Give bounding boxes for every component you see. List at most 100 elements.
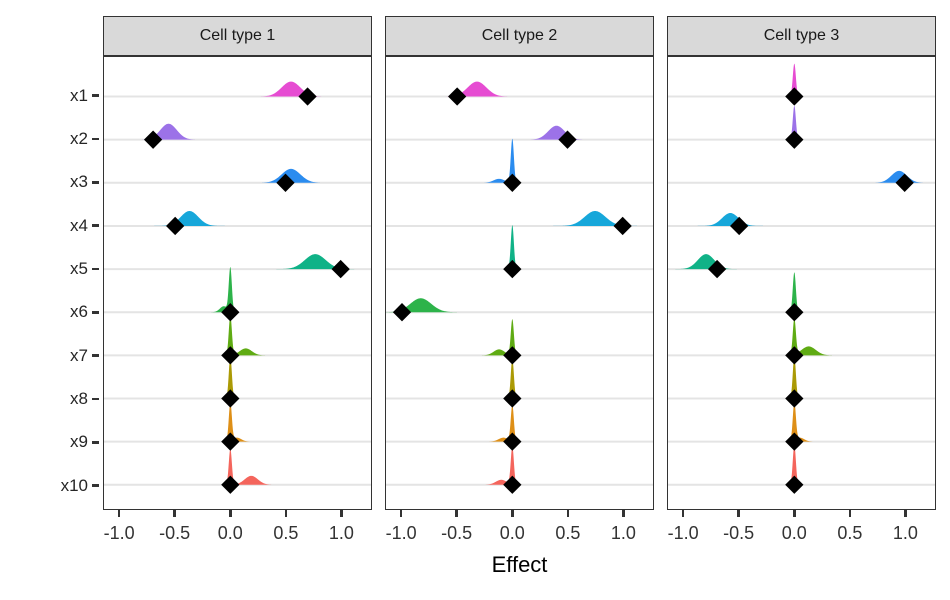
x-tick-label: 0.0: [781, 523, 807, 543]
x-axis-title: Effect: [491, 552, 548, 577]
density-curve-x7: [221, 315, 271, 356]
density-curve-x3: [477, 138, 522, 183]
x-tick-label: 0.5: [273, 523, 299, 543]
point-diamond-x1: [448, 87, 467, 106]
x-tick-mark: [793, 510, 796, 517]
x-tick-mark: [173, 510, 176, 517]
point-diamond-x5: [707, 259, 727, 279]
density-curve-x4: [154, 211, 225, 226]
point-diamond-x10: [785, 475, 804, 494]
point-diamond-x7: [221, 346, 240, 365]
y-tick-mark: [92, 354, 99, 357]
density-curve-x5: [506, 225, 519, 270]
x-tick-label: 1.0: [610, 523, 636, 543]
point-diamond-x2: [558, 130, 577, 149]
density-curve-x6: [788, 272, 801, 313]
point-diamond-x8: [503, 389, 522, 408]
x-tick-mark: [117, 510, 121, 517]
x-tick-mark: [284, 510, 288, 517]
x-tick-label: -1.0: [667, 523, 699, 543]
panel-canvas: [668, 63, 935, 494]
point-diamond-x4: [613, 216, 632, 236]
y-axis-label-x8: x8: [70, 389, 88, 408]
plot-panel-cell-type-3: [667, 56, 936, 510]
density-curve-x9: [782, 401, 818, 442]
y-tick-mark: [92, 484, 99, 487]
y-tick-mark: [92, 137, 99, 141]
density-curve-x1: [788, 63, 801, 97]
point-diamond-x8: [785, 389, 804, 408]
x-tick-mark: [511, 510, 514, 517]
x-tick-mark: [681, 510, 685, 517]
x-tick-label: 1.0: [328, 523, 354, 543]
density-curve-x7: [477, 319, 522, 356]
y-tick-mark: [92, 311, 99, 314]
x-tick-label: 0.0: [499, 523, 525, 543]
density-curve-x9: [219, 402, 255, 442]
density-curve-x1: [253, 81, 329, 97]
density-curve-x2: [788, 105, 801, 140]
facet-strip-label: Cell type 3: [763, 27, 840, 44]
x-tick-label: 0.0: [217, 523, 243, 543]
density-curve-x3: [253, 168, 329, 183]
x-tick-label: -1.0: [385, 523, 417, 543]
x-tick-mark: [848, 510, 852, 517]
x-tick-label: 0.5: [555, 523, 581, 543]
y-axis-label-x1: x1: [70, 85, 88, 105]
facet-strip-label: Cell type 1: [199, 27, 276, 44]
point-diamond-x2: [143, 130, 163, 149]
density-curve-x1: [439, 81, 515, 97]
y-axis-label-x9: x9: [70, 432, 88, 452]
density-curve-x5: [273, 254, 358, 270]
y-tick-mark: [92, 181, 99, 184]
y-axis-label-x3: x3: [70, 172, 88, 192]
x-tick-label: -0.5: [441, 523, 473, 543]
density-curve-x6: [208, 267, 240, 313]
y-tick-mark: [92, 267, 99, 271]
y-axis-label-x2: x2: [70, 129, 88, 149]
density-curve-x9: [483, 404, 524, 442]
density-curve-x8: [506, 358, 519, 399]
x-tick-label: -0.5: [159, 523, 191, 543]
density-curve-x2: [135, 123, 202, 140]
y-axis-label-x10: x10: [60, 475, 88, 495]
y-tick-mark: [92, 441, 99, 444]
density-curve-x2: [523, 125, 590, 140]
x-tick-mark: [622, 510, 625, 517]
point-diamond-x8: [221, 389, 240, 408]
x-tick-label: -0.5: [723, 523, 755, 543]
density-curve-x3: [868, 170, 931, 183]
point-diamond-x1: [785, 87, 804, 106]
x-tick-label: -1.0: [103, 523, 135, 543]
facet-strip-label: Cell type 2: [481, 27, 558, 44]
point-diamond-x7: [503, 346, 522, 365]
point-diamond-x5: [331, 259, 350, 279]
plot-panel-cell-type-2: [385, 56, 654, 510]
y-axis-label-x4: x4: [70, 215, 88, 235]
point-diamond-x10: [503, 475, 522, 494]
y-tick-mark: [92, 94, 99, 97]
point-diamond-x4: [730, 216, 749, 236]
point-diamond-x5: [503, 259, 522, 279]
x-tick-label: 0.5: [837, 523, 863, 543]
facet-strip-cell-type-2: Cell type 2: [385, 16, 654, 56]
point-diamond-x9: [503, 432, 522, 451]
facet-strip-cell-type-3: Cell type 3: [667, 16, 936, 56]
point-diamond-x3: [503, 173, 522, 192]
point-diamond-x2: [785, 130, 804, 149]
y-axis-label-x6: x6: [70, 302, 88, 322]
density-curve-x8: [788, 356, 801, 399]
density-curve-x4: [553, 211, 637, 226]
point-diamond-x6: [785, 303, 804, 322]
density-curve-x4: [697, 212, 764, 226]
x-tick-mark: [229, 510, 232, 517]
x-tick-mark: [566, 510, 570, 517]
y-axis-label-x7: x7: [70, 345, 88, 365]
x-tick-mark: [340, 510, 343, 517]
x-tick-mark: [399, 510, 403, 517]
panel-canvas: [104, 81, 371, 494]
point-diamond-x7: [785, 346, 804, 365]
y-tick-mark: [92, 397, 99, 401]
panel-canvas: [386, 81, 653, 494]
